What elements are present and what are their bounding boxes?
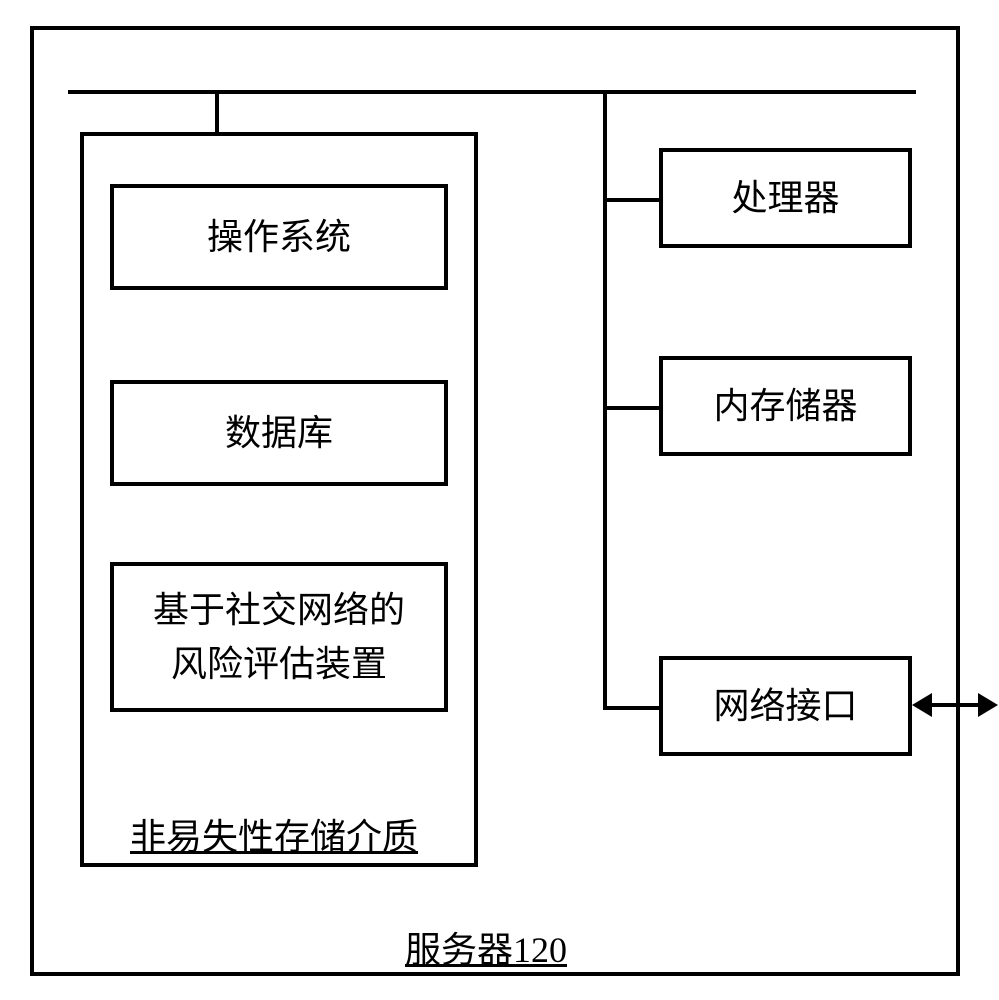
os-box: 操作系统 xyxy=(110,184,448,290)
cpu-box: 处理器 xyxy=(659,148,912,248)
os-label: 操作系统 xyxy=(207,210,351,264)
server-label: 服务器120 xyxy=(405,921,567,973)
network-arrow-left-icon xyxy=(912,693,932,717)
storage-label: 非易失性存储介质 xyxy=(130,808,418,860)
connector-network xyxy=(603,706,659,710)
network-arrow-line xyxy=(926,703,986,707)
connector-cpu xyxy=(603,198,659,202)
memory-label: 内存储器 xyxy=(713,379,857,433)
connector-memory xyxy=(603,406,659,410)
db-label: 数据库 xyxy=(225,406,333,460)
bus-horizontal xyxy=(68,90,916,94)
memory-box: 内存储器 xyxy=(659,356,912,456)
network-arrow-right-icon xyxy=(978,693,998,717)
bus-vertical xyxy=(603,90,607,708)
connector-storage xyxy=(215,90,219,132)
network-label: 网络接口 xyxy=(713,679,857,733)
cpu-label: 处理器 xyxy=(731,171,839,225)
db-box: 数据库 xyxy=(110,380,448,486)
app-box: 基于社交网络的 风险评估装置 xyxy=(110,562,448,712)
network-box: 网络接口 xyxy=(659,656,912,756)
app-label: 基于社交网络的 风险评估装置 xyxy=(153,583,405,691)
